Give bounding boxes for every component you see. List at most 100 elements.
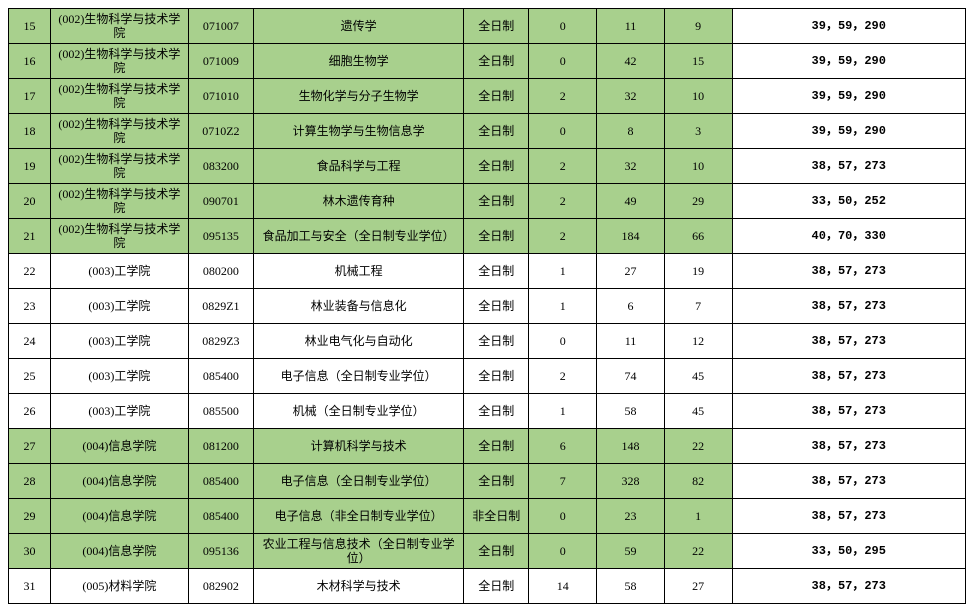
cell-n1: 1 [529, 289, 597, 324]
cell-major: 机械（全日制专业学位） [254, 394, 464, 429]
cell-idx: 26 [9, 394, 51, 429]
cell-n2: 6 [597, 289, 665, 324]
cell-mode: 全日制 [464, 394, 529, 429]
cell-n3: 45 [664, 359, 732, 394]
cell-major: 电子信息（全日制专业学位） [254, 359, 464, 394]
cell-code: 081200 [188, 429, 253, 464]
cell-dept: (002)生物科学与技术学院 [51, 219, 189, 254]
cell-mode: 全日制 [464, 289, 529, 324]
cell-score: 38，57，273 [732, 359, 965, 394]
cell-major: 林业装备与信息化 [254, 289, 464, 324]
cell-mode: 全日制 [464, 534, 529, 569]
table-row: 22(003)工学院080200机械工程全日制1271938，57，273 [9, 254, 966, 289]
table-row: 17(002)生物科学与技术学院071010生物化学与分子生物学全日制23210… [9, 79, 966, 114]
cell-n1: 0 [529, 9, 597, 44]
cell-n1: 0 [529, 324, 597, 359]
cell-mode: 全日制 [464, 79, 529, 114]
cell-code: 071007 [188, 9, 253, 44]
cell-mode: 全日制 [464, 114, 529, 149]
cell-score: 38，57，273 [732, 289, 965, 324]
cell-major: 林业电气化与自动化 [254, 324, 464, 359]
cell-idx: 29 [9, 499, 51, 534]
cell-n2: 148 [597, 429, 665, 464]
cell-mode: 全日制 [464, 464, 529, 499]
cell-n2: 42 [597, 44, 665, 79]
cell-dept: (004)信息学院 [51, 499, 189, 534]
cell-dept: (002)生物科学与技术学院 [51, 79, 189, 114]
cell-major: 遗传学 [254, 9, 464, 44]
cell-n3: 82 [664, 464, 732, 499]
cell-code: 085500 [188, 394, 253, 429]
cell-idx: 15 [9, 9, 51, 44]
cell-idx: 27 [9, 429, 51, 464]
cell-score: 38，57，273 [732, 394, 965, 429]
cell-score: 38，57，273 [732, 499, 965, 534]
cell-n3: 27 [664, 569, 732, 604]
cell-mode: 全日制 [464, 569, 529, 604]
cell-n3: 10 [664, 149, 732, 184]
cell-mode: 全日制 [464, 254, 529, 289]
cell-n2: 59 [597, 534, 665, 569]
cell-major: 生物化学与分子生物学 [254, 79, 464, 114]
table-row: 19(002)生物科学与技术学院083200食品科学与工程全日制2321038，… [9, 149, 966, 184]
cell-idx: 18 [9, 114, 51, 149]
cell-n3: 45 [664, 394, 732, 429]
cell-major: 林木遗传育种 [254, 184, 464, 219]
cell-n1: 0 [529, 114, 597, 149]
cell-code: 0710Z2 [188, 114, 253, 149]
cell-idx: 24 [9, 324, 51, 359]
cell-n3: 15 [664, 44, 732, 79]
cell-mode: 全日制 [464, 219, 529, 254]
cell-score: 38，57，273 [732, 324, 965, 359]
admissions-table: 15(002)生物科学与技术学院071007遗传学全日制011939，59，29… [8, 8, 966, 604]
cell-n3: 10 [664, 79, 732, 114]
cell-code: 0829Z1 [188, 289, 253, 324]
cell-code: 071010 [188, 79, 253, 114]
cell-major: 细胞生物学 [254, 44, 464, 79]
cell-major: 计算机科学与技术 [254, 429, 464, 464]
cell-major: 木材科学与技术 [254, 569, 464, 604]
cell-n1: 2 [529, 219, 597, 254]
cell-code: 085400 [188, 464, 253, 499]
cell-score: 38，57，273 [732, 569, 965, 604]
cell-score: 38，57，273 [732, 149, 965, 184]
cell-n2: 32 [597, 149, 665, 184]
cell-n2: 11 [597, 9, 665, 44]
cell-score: 33，50，295 [732, 534, 965, 569]
table-row: 16(002)生物科学与技术学院071009细胞生物学全日制0421539，59… [9, 44, 966, 79]
cell-dept: (004)信息学院 [51, 464, 189, 499]
cell-code: 082902 [188, 569, 253, 604]
cell-mode: 全日制 [464, 9, 529, 44]
table-row: 23(003)工学院0829Z1林业装备与信息化全日制16738，57，273 [9, 289, 966, 324]
cell-code: 071009 [188, 44, 253, 79]
cell-mode: 全日制 [464, 149, 529, 184]
cell-n3: 7 [664, 289, 732, 324]
cell-n3: 22 [664, 429, 732, 464]
cell-idx: 25 [9, 359, 51, 394]
cell-score: 39，59，290 [732, 114, 965, 149]
cell-n1: 2 [529, 359, 597, 394]
cell-dept: (003)工学院 [51, 254, 189, 289]
cell-major: 计算生物学与生物信息学 [254, 114, 464, 149]
cell-score: 38，57，273 [732, 464, 965, 499]
cell-n1: 2 [529, 184, 597, 219]
cell-mode: 全日制 [464, 184, 529, 219]
cell-code: 090701 [188, 184, 253, 219]
cell-n1: 7 [529, 464, 597, 499]
cell-idx: 23 [9, 289, 51, 324]
table-row: 20(002)生物科学与技术学院090701林木遗传育种全日制2492933，5… [9, 184, 966, 219]
cell-score: 39，59，290 [732, 44, 965, 79]
cell-dept: (002)生物科学与技术学院 [51, 114, 189, 149]
cell-n2: 23 [597, 499, 665, 534]
cell-n3: 12 [664, 324, 732, 359]
cell-dept: (005)材料学院 [51, 569, 189, 604]
cell-idx: 30 [9, 534, 51, 569]
cell-dept: (004)信息学院 [51, 534, 189, 569]
cell-code: 085400 [188, 499, 253, 534]
cell-n1: 0 [529, 534, 597, 569]
table-row: 26(003)工学院085500机械（全日制专业学位）全日制1584538，57… [9, 394, 966, 429]
cell-dept: (002)生物科学与技术学院 [51, 9, 189, 44]
cell-n3: 19 [664, 254, 732, 289]
cell-code: 0829Z3 [188, 324, 253, 359]
table-row: 28(004)信息学院085400电子信息（全日制专业学位）全日制7328823… [9, 464, 966, 499]
